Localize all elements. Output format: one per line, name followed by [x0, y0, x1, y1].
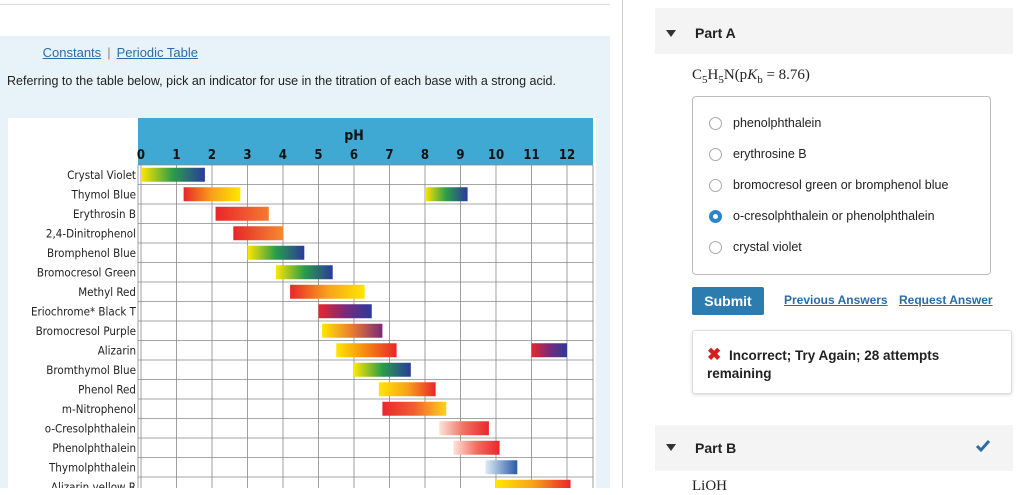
- separator: |: [107, 45, 111, 60]
- indicator-range: [318, 304, 372, 319]
- indicator-name: Thymolphthalein: [48, 460, 136, 474]
- indicator-name: Erythrosin B: [73, 207, 136, 221]
- indicator-range: [290, 284, 365, 299]
- radio-button[interactable]: [709, 148, 722, 161]
- submit-button[interactable]: Submit: [692, 287, 764, 315]
- indicator-range: [233, 226, 283, 241]
- indicator-name: Bromthymol Blue: [46, 363, 136, 377]
- ph-tick-label: 10: [488, 148, 504, 163]
- part-title: Part A: [695, 25, 736, 41]
- indicator-range: [453, 440, 500, 455]
- radio-button[interactable]: [709, 117, 722, 130]
- periodic-table-link[interactable]: Periodic Table: [116, 45, 198, 60]
- indicator-range: [275, 265, 333, 280]
- indicator-name: Phenolphthalein: [52, 441, 136, 455]
- header-band: [138, 118, 593, 165]
- indicator-range: [439, 421, 489, 436]
- axis-label: pH: [344, 128, 364, 144]
- feedback-box: ✖ Incorrect; Try Again; 28 attempts rema…: [692, 330, 1012, 394]
- part-title: Part B: [695, 440, 737, 456]
- feedback-text: Incorrect; Try Again; 28 attempts remain…: [707, 348, 940, 381]
- ph-tick-label: 9: [456, 148, 464, 163]
- indicator-name: Alizarin: [98, 343, 136, 357]
- constants-link[interactable]: Constants: [42, 45, 102, 60]
- check-icon: [975, 440, 991, 453]
- ph-tick-label: 2: [208, 148, 216, 163]
- formula-part: H: [707, 67, 719, 83]
- indicator-name: o-Cresolphthalein: [45, 421, 136, 435]
- ph-tick-label: 4: [279, 148, 287, 163]
- radio-button[interactable]: [709, 241, 722, 254]
- part-b-header[interactable]: Part B: [655, 425, 1013, 471]
- indicator-name: m-Nitrophenol: [62, 402, 136, 416]
- panel-divider: [622, 0, 623, 488]
- part-a-header[interactable]: Part A: [655, 8, 1013, 54]
- formula: C5H5N(pKb = 8.76): [692, 67, 810, 86]
- resource-links: Constants | Periodic Table: [43, 45, 198, 60]
- ph-tick-label: 7: [385, 148, 393, 163]
- collapse-icon: [666, 444, 676, 451]
- indicator-range: [183, 187, 241, 202]
- formula-part: = 8.76): [762, 67, 810, 83]
- indicator-range: [496, 479, 571, 488]
- indicator-range: [215, 206, 269, 221]
- option-label[interactable]: o-cresolphthalein or phenolphthalein: [733, 209, 935, 223]
- previous-answers-link[interactable]: Previous Answers: [784, 293, 888, 307]
- indicator-name: Thymol Blue: [71, 187, 136, 201]
- ph-tick-label: 6: [350, 148, 358, 163]
- indicator-range: [141, 167, 205, 182]
- option-label[interactable]: crystal violet: [733, 240, 802, 254]
- formula-part: 5: [702, 74, 708, 86]
- request-answer-link[interactable]: Request Answer: [899, 293, 993, 307]
- answer-options: phenolphthalein erythrosine B bromocresol …: [692, 96, 991, 275]
- indicator-name: Methyl Red: [78, 285, 136, 299]
- option-label[interactable]: phenolphthalein: [733, 116, 822, 130]
- indicator-range: [378, 382, 436, 397]
- indicator-range: [322, 323, 383, 338]
- ph-tick-label: 12: [559, 148, 575, 163]
- formula-part: K: [747, 67, 758, 83]
- indicator-range: [382, 401, 447, 416]
- ph-tick-label: 11: [523, 148, 539, 163]
- indicator-name: Eriochrome* Black T: [31, 304, 137, 318]
- indicator-name: Bromphenol Blue: [47, 246, 136, 260]
- indicator-range: [247, 245, 305, 260]
- formula-part: N(p: [723, 67, 748, 83]
- formula-part: b: [757, 74, 763, 86]
- ph-tick-label: 5: [314, 148, 322, 163]
- indicator-name: Bromocresol Purple: [36, 324, 136, 338]
- indicator-range: [354, 362, 411, 377]
- ph-tick-label: 0: [137, 148, 145, 163]
- collapse-icon: [666, 30, 676, 37]
- formula-part: C: [692, 67, 703, 83]
- indicator-range: [425, 187, 468, 202]
- part-b-formula: LiOH: [692, 478, 727, 494]
- ph-tick-label: 1: [172, 148, 180, 163]
- option-label[interactable]: bromocresol green or bromphenol blue: [733, 178, 949, 192]
- ph-tick-label: 8: [421, 148, 429, 163]
- option-label[interactable]: erythrosine B: [733, 147, 807, 161]
- indicator-name: Phenol Red: [78, 382, 136, 396]
- divider-line: [0, 4, 610, 5]
- radio-button[interactable]: [709, 210, 722, 223]
- indicator-range: [485, 460, 518, 475]
- indicator-name: Alizarin yellow R: [51, 480, 136, 488]
- indicator-range: [336, 343, 397, 358]
- indicator-name: 2,4-Dinitrophenol: [46, 226, 136, 240]
- left-panel: Constants | Periodic Table Referring to th…: [0, 4, 610, 488]
- radio-button[interactable]: [709, 179, 722, 192]
- formula-part: 5: [718, 74, 724, 86]
- incorrect-icon: ✖: [707, 345, 722, 364]
- indicator-range: [531, 343, 567, 358]
- indicator-name: Crystal Violet: [67, 168, 136, 182]
- indicator-name: Bromocresol Green: [37, 265, 136, 279]
- ph-tick-label: 3: [243, 148, 251, 163]
- question-text: Referring to the table below, pick an in…: [7, 74, 556, 88]
